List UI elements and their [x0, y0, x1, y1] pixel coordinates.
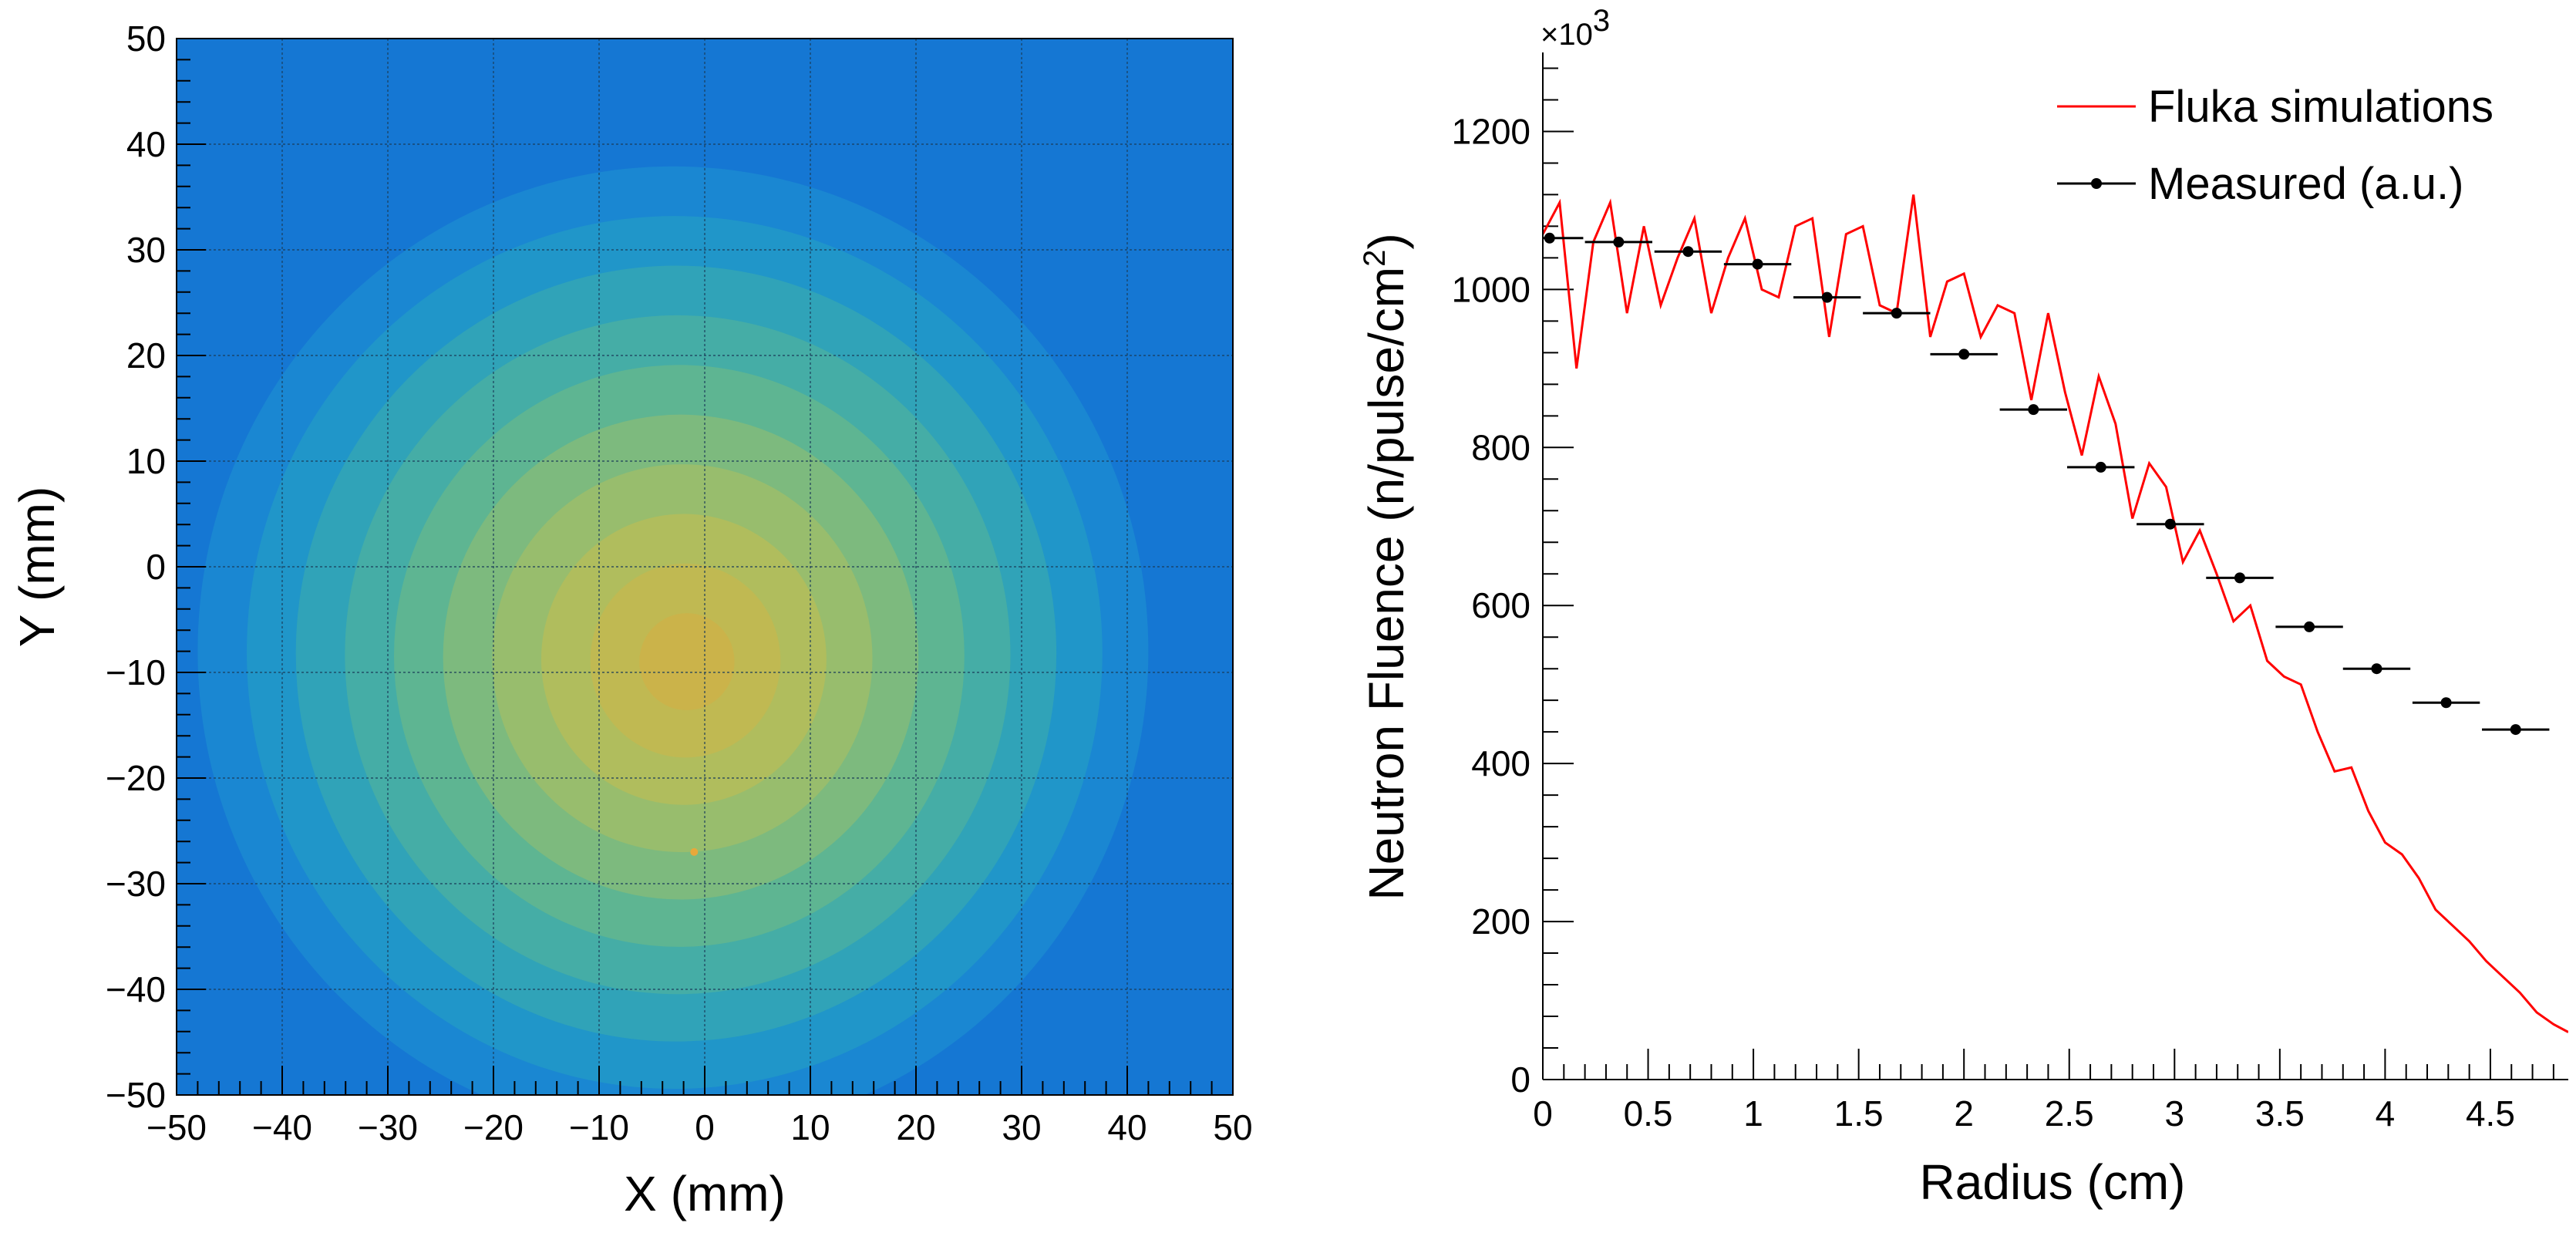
line-chart-y-tick-label: 1000: [1452, 269, 1530, 309]
heatmap-x-tick-labels: −50 −40 −30 −20 −10 0 10 20 30 40 50: [146, 1107, 1253, 1147]
line-chart-y-axis-title-sup: 2: [1358, 250, 1392, 267]
heatmap-x-tick-label: 10: [790, 1107, 830, 1147]
heatmap-x-tick-label: −30: [358, 1107, 418, 1147]
axis-multiplier: ×103: [1541, 4, 1610, 52]
measured-point: [2371, 663, 2382, 675]
line-chart-x-tick-label: 1: [1743, 1093, 1763, 1134]
heatmap-y-tick-label: 20: [126, 335, 166, 376]
heatmap-ticks: [176, 38, 1234, 1096]
heatmap-x-tick-label: −20: [463, 1107, 524, 1147]
heatmap-y-tick-label: −10: [106, 652, 166, 692]
axis-multiplier-base: ×10: [1541, 18, 1593, 52]
measured-point: [2440, 697, 2452, 709]
heatmap-y-tick-label: −40: [106, 969, 166, 1009]
axis-multiplier-exponent: 3: [1593, 4, 1610, 38]
measured-point: [1821, 291, 1833, 303]
line-chart-x-tick-label: 3.5: [2255, 1093, 2305, 1134]
legend-label-measured: Measured (a.u.): [2148, 159, 2463, 209]
line-chart-y-tick-label: 400: [1471, 743, 1530, 783]
heatmap-y-tick-label: −30: [106, 864, 166, 904]
heatmap-y-tick-label: 50: [126, 19, 166, 59]
heatmap-x-tick-label: 30: [1002, 1107, 1041, 1147]
line-chart-x-tick-label: 2: [1954, 1093, 1974, 1134]
measured-point: [1891, 308, 1902, 319]
heatmap-x-tick-label: 0: [695, 1107, 715, 1147]
line-chart-y-tick-label: 800: [1471, 427, 1530, 467]
heatmap-x-axis-title: X (mm): [624, 1166, 786, 1221]
heatmap-y-tick-label: −20: [106, 758, 166, 798]
line-chart-panel: 0 0.5 1 1.5 2 2.5 3 3.5 4 4.5 0 200 400 600 800 1000 12…: [1358, 4, 2568, 1210]
line-chart-x-tick-label: 2.5: [2045, 1093, 2094, 1134]
measured-point: [2095, 461, 2106, 473]
heatmap-y-tick-label: 0: [146, 547, 166, 587]
line-chart-y-tick-label: 1200: [1452, 111, 1530, 151]
heatmap-x-tick-label: −10: [569, 1107, 629, 1147]
line-chart-x-tick-label: 0.5: [1624, 1093, 1673, 1134]
heatmap-y-tick-label: −50: [106, 1075, 166, 1115]
line-chart-ticks: [1542, 67, 2554, 1080]
line-chart-y-tick-label: 200: [1471, 901, 1530, 942]
series-line-fluka-simulations: [1543, 194, 2568, 1033]
heatmap-x-tick-label: −50: [146, 1107, 207, 1147]
measured-point: [1958, 349, 1970, 360]
line-chart-y-axis-title: Neutron Fluence (n/pulse/cm2): [1358, 233, 1414, 900]
measured-point: [1544, 232, 1555, 244]
line-chart-x-tick-label: 4.5: [2466, 1093, 2515, 1134]
heatmap-panel: −50 −40 −30 −20 −10 0 10 20 30 40 50 −50−40−30−20−…: [9, 19, 1253, 1221]
line-chart-y-tick-label: 0: [1510, 1060, 1530, 1100]
measured-point: [1613, 236, 1625, 248]
heatmap-hotspot: [690, 847, 699, 856]
heatmap-x-tick-label: 50: [1213, 1107, 1252, 1147]
measured-point: [2510, 724, 2521, 736]
measured-point: [1682, 246, 1694, 258]
heatmap-x-tick-label: 20: [896, 1107, 935, 1147]
heatmap-y-tick-label: 30: [126, 230, 166, 270]
line-chart-y-tick-label: 600: [1471, 585, 1530, 625]
line-chart-y-axis-title-close: ): [1359, 233, 1414, 249]
heatmap-rings: [197, 166, 1149, 1095]
line-chart-y-tick-labels: 0 200 400 600 800 1000 1200: [1452, 111, 1530, 1100]
heatmap-ring: [639, 613, 735, 710]
line-chart-x-axis-title: Radius (cm): [1920, 1154, 2186, 1210]
heatmap-y-tick-label: 10: [126, 441, 166, 481]
line-chart-x-tick-labels: 0 0.5 1 1.5 2 2.5 3 3.5 4 4.5: [1533, 1093, 2515, 1134]
measured-point: [2028, 404, 2039, 416]
line-chart-x-tick-label: 3: [2165, 1093, 2185, 1134]
heatmap-y-tick-labels: −50 −40 −30 −20 −10 0 10 20 30 40 50: [106, 19, 166, 1115]
legend-label-fluka: Fluka simulations: [2148, 82, 2494, 132]
measured-point: [2164, 518, 2176, 530]
heatmap-x-tick-label: 40: [1107, 1107, 1147, 1147]
heatmap-y-axis-title: Y (mm): [9, 487, 65, 648]
legend-marker-measured: [2091, 178, 2102, 189]
line-chart-x-tick-label: 1.5: [1834, 1093, 1884, 1134]
measured-point: [1752, 258, 1763, 270]
line-chart-y-axis-title-main: Neutron Fluence (n/pulse/cm: [1359, 267, 1414, 901]
series-measured-points: [1543, 232, 2550, 736]
line-chart-x-tick-label: 4: [2376, 1093, 2396, 1134]
line-chart-x-tick-label: 0: [1533, 1093, 1553, 1134]
measured-point: [2234, 572, 2245, 584]
heatmap-x-tick-label: −40: [252, 1107, 312, 1147]
legend: Fluka simulations Measured (a.u.): [2057, 82, 2494, 209]
heatmap-y-tick-label: 40: [126, 124, 166, 164]
measured-point: [2304, 621, 2315, 632]
